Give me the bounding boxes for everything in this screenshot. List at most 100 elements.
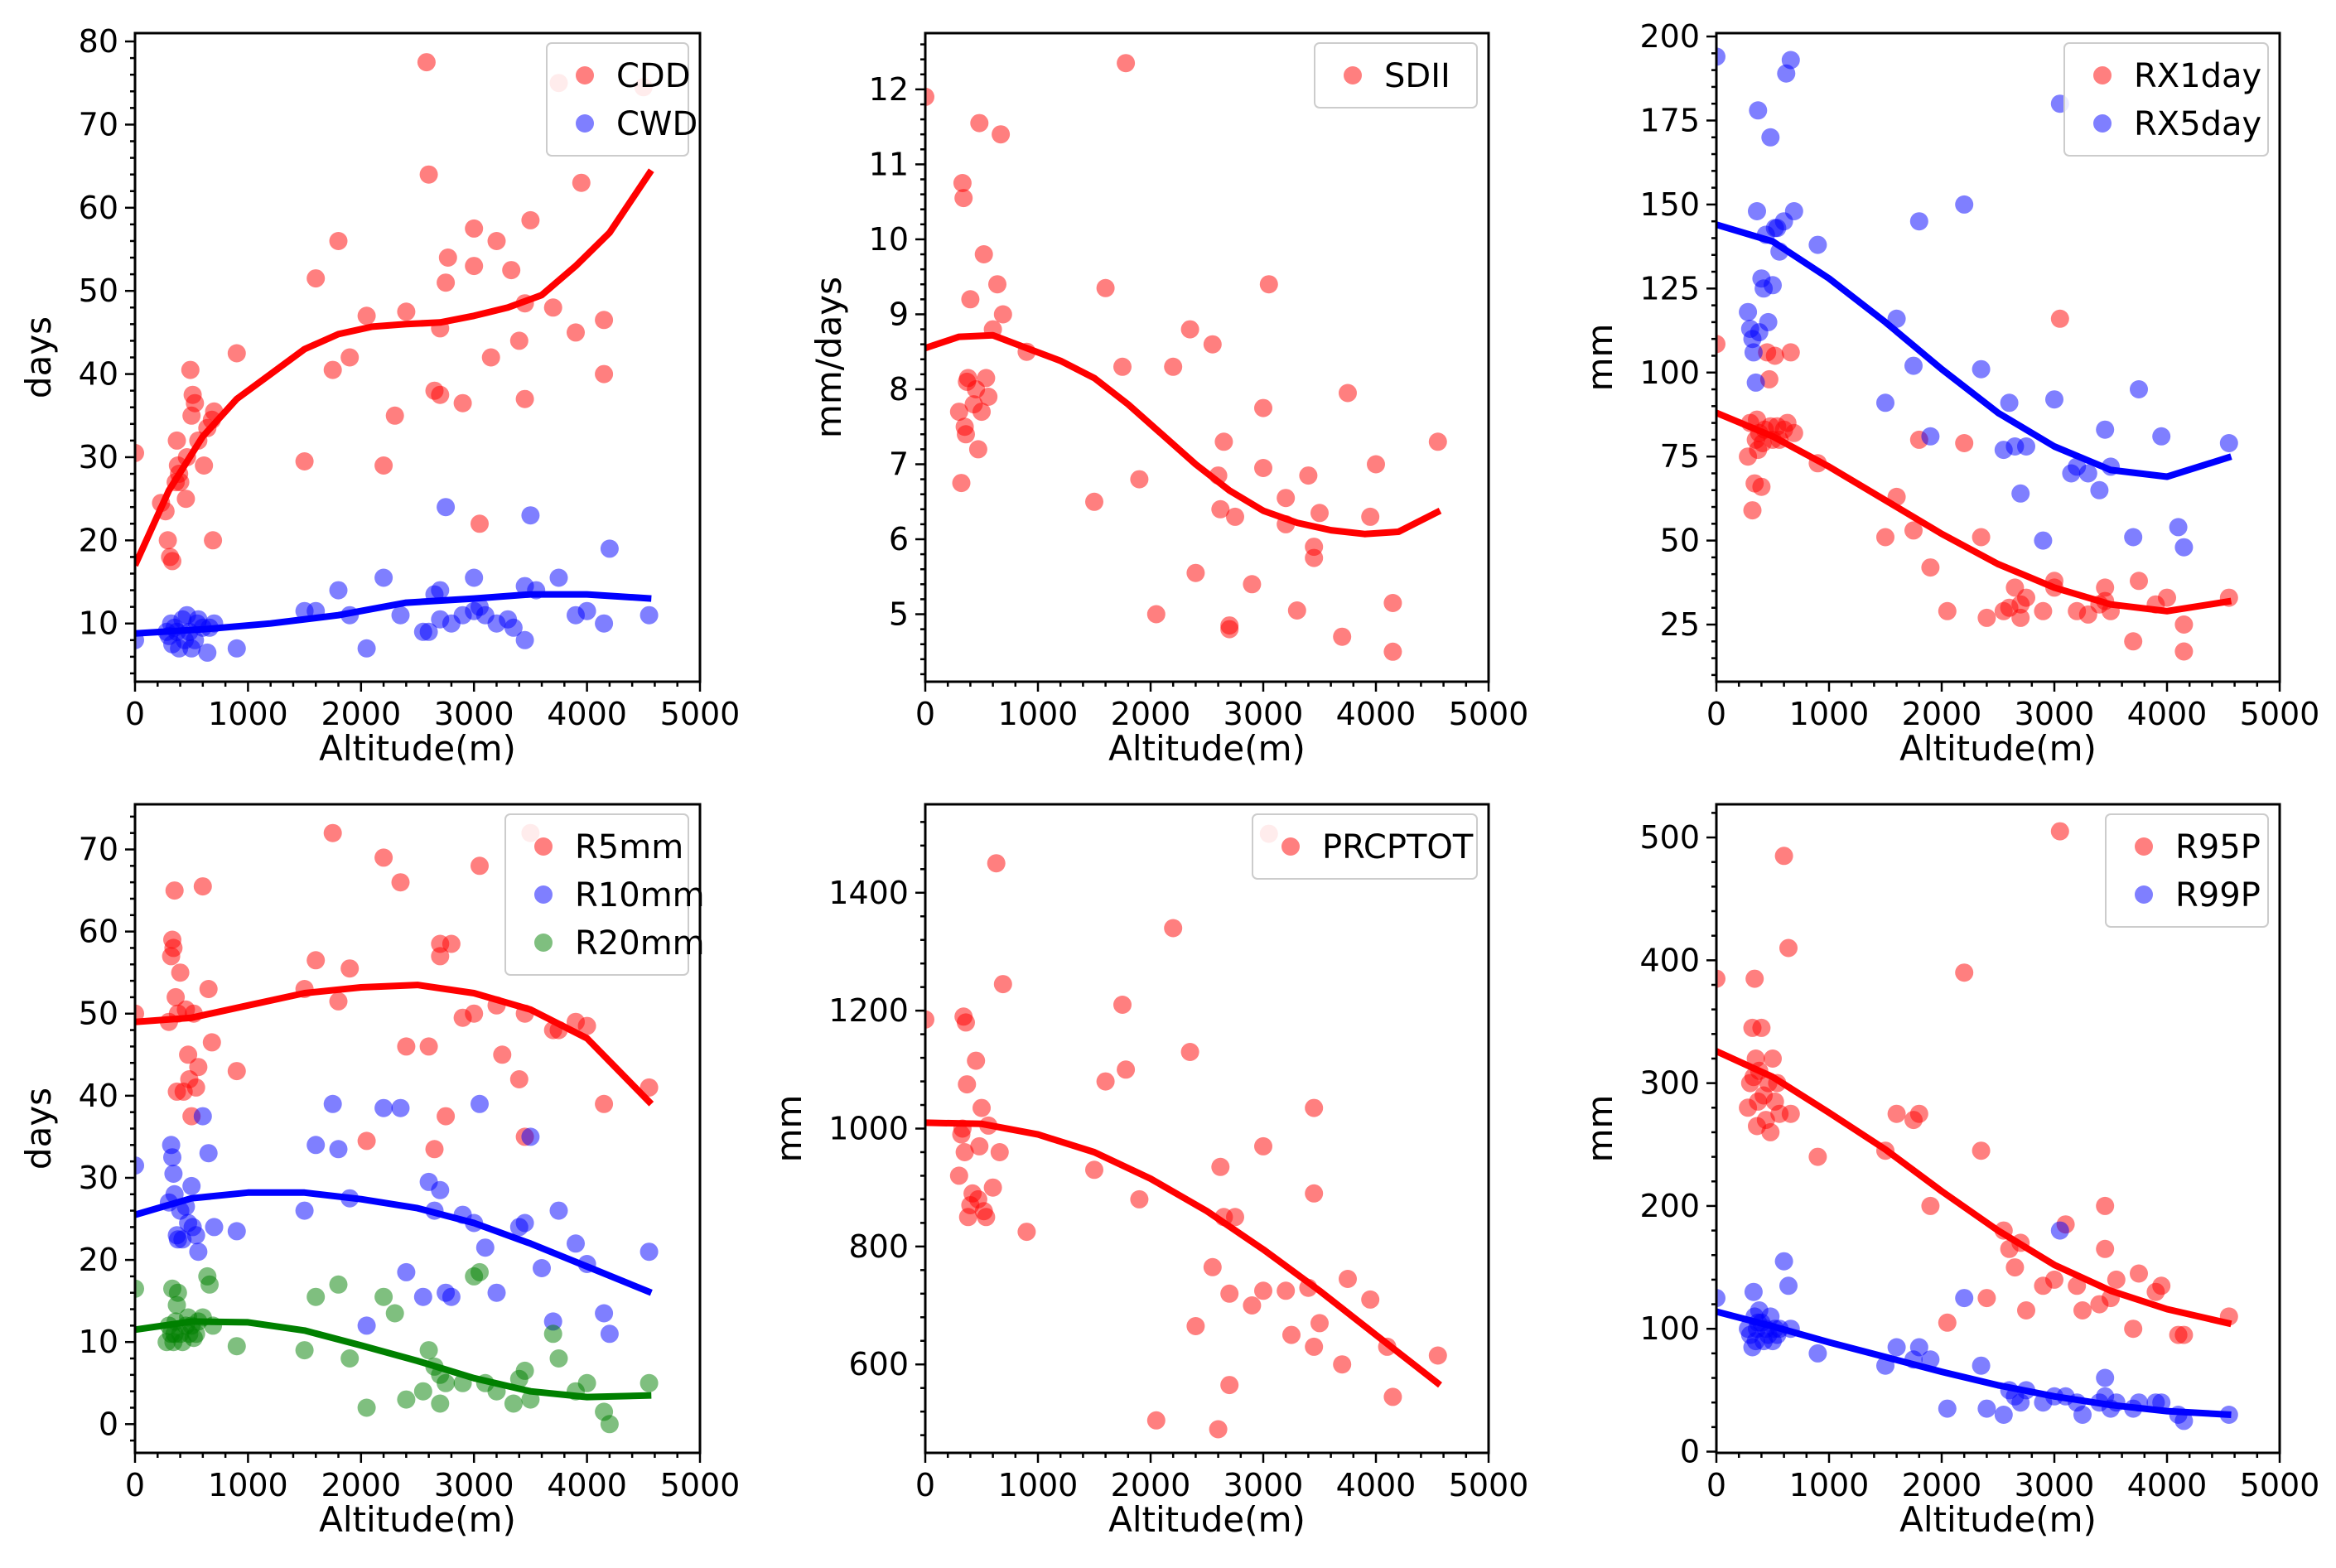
trend-line-cdd (135, 168, 654, 567)
data-point (2011, 484, 2030, 503)
data-point (465, 219, 484, 238)
data-point (431, 1180, 450, 1199)
data-point (374, 568, 393, 587)
data-point (1781, 1104, 1800, 1123)
data-point (1781, 343, 1800, 362)
data-point (465, 568, 484, 587)
y-tick-label: 5 (889, 596, 909, 633)
y-tick-label: 100 (1639, 355, 1700, 391)
data-point (1876, 393, 1894, 413)
legend-label: SDII (1384, 57, 1450, 95)
data-point (1887, 1338, 1906, 1357)
data-point (227, 1337, 246, 1356)
data-point (2219, 434, 2238, 452)
data-point (1164, 919, 1183, 938)
legend-label: PRCPTOT (1322, 828, 1474, 866)
data-point (323, 823, 342, 842)
data-point (1909, 212, 1928, 231)
data-point (475, 1238, 495, 1257)
data-point (374, 1287, 393, 1306)
x-tick-label: 3000 (434, 1467, 514, 1503)
x-tick-label: 0 (915, 1467, 935, 1503)
x-axis-label: Altitude(m) (319, 1499, 516, 1540)
x-tick-label: 2000 (321, 1467, 401, 1503)
y-tick-label: 50 (1660, 523, 1700, 559)
data-point (979, 388, 998, 406)
data-point (306, 1136, 326, 1155)
x-tick-label: 5000 (1449, 1467, 1529, 1503)
y-tick-label: 8 (889, 371, 909, 408)
data-point (295, 1201, 314, 1220)
data-point (1764, 276, 1782, 295)
data-point (595, 364, 614, 384)
y-axis-label: mm (1580, 324, 1620, 392)
y-axis-label: days (18, 1088, 59, 1170)
x-tick-label: 5000 (660, 1467, 741, 1503)
data-point (973, 1098, 991, 1117)
data-point (1203, 335, 1222, 354)
data-point (1180, 1043, 1199, 1061)
data-point (431, 385, 450, 404)
data-point (1339, 384, 1357, 403)
data-point (419, 622, 438, 641)
data-point (1779, 1276, 1798, 1295)
x-tick-label: 4000 (2127, 1467, 2208, 1503)
data-point (2078, 464, 2097, 483)
legend-label: RX5day (2134, 105, 2261, 143)
trend-line-prcptot (925, 1119, 1442, 1388)
data-point (397, 1390, 416, 1409)
data-point (306, 1287, 326, 1306)
data-point (577, 1373, 596, 1392)
data-point (1146, 1411, 1166, 1430)
y-axis-label: mm/days (808, 277, 849, 438)
data-point (990, 1143, 1009, 1161)
data-point (2096, 420, 2115, 439)
data-point (2011, 608, 2030, 627)
data-point (1310, 504, 1329, 523)
legend-label: R10mm (575, 876, 705, 914)
data-point (357, 639, 376, 658)
data-point (2017, 1301, 2035, 1320)
legend-marker (2135, 837, 2153, 856)
data-point (1779, 938, 1798, 958)
data-point (1746, 373, 1765, 392)
data-point (549, 568, 568, 587)
data-point (397, 302, 416, 321)
data-point (572, 173, 591, 192)
data-point (1716, 1289, 1725, 1308)
data-point (329, 581, 348, 600)
y-tick-label: 200 (1639, 18, 1700, 55)
data-point (374, 456, 393, 475)
legend-marker (576, 66, 594, 84)
data-point (1759, 312, 1778, 331)
data-point (425, 1140, 444, 1159)
y-tick-label: 200 (1639, 1188, 1700, 1224)
data-point (391, 873, 410, 892)
data-point (374, 848, 393, 867)
x-axis-label: Altitude(m) (1108, 1499, 1306, 1540)
data-point (2096, 578, 2115, 597)
data-point (176, 490, 195, 509)
data-point (1887, 1104, 1906, 1123)
data-point (189, 1058, 208, 1077)
data-point (521, 506, 540, 525)
data-point (1180, 320, 1199, 339)
data-point (2124, 632, 2143, 651)
data-point (957, 1013, 975, 1032)
data-point (340, 959, 360, 978)
data-point (453, 393, 472, 413)
data-point (437, 1107, 456, 1126)
data-point (1972, 359, 1991, 379)
data-point (2000, 393, 2019, 413)
chart-panel-bottom-center: 0 1000 2000 3000 4000 5000 600 800 1000 1200 1400 A… (769, 803, 1529, 1540)
data-point (640, 605, 659, 625)
legend: SDII (1314, 42, 1478, 109)
data-point (357, 1131, 376, 1151)
data-point (983, 1178, 1002, 1197)
y-tick-label: 60 (79, 190, 118, 226)
data-point (2174, 615, 2194, 634)
x-tick-label: 2000 (1902, 1467, 1982, 1503)
data-point (135, 1279, 144, 1298)
data-point (1130, 1189, 1149, 1209)
data-point (577, 1016, 596, 1035)
